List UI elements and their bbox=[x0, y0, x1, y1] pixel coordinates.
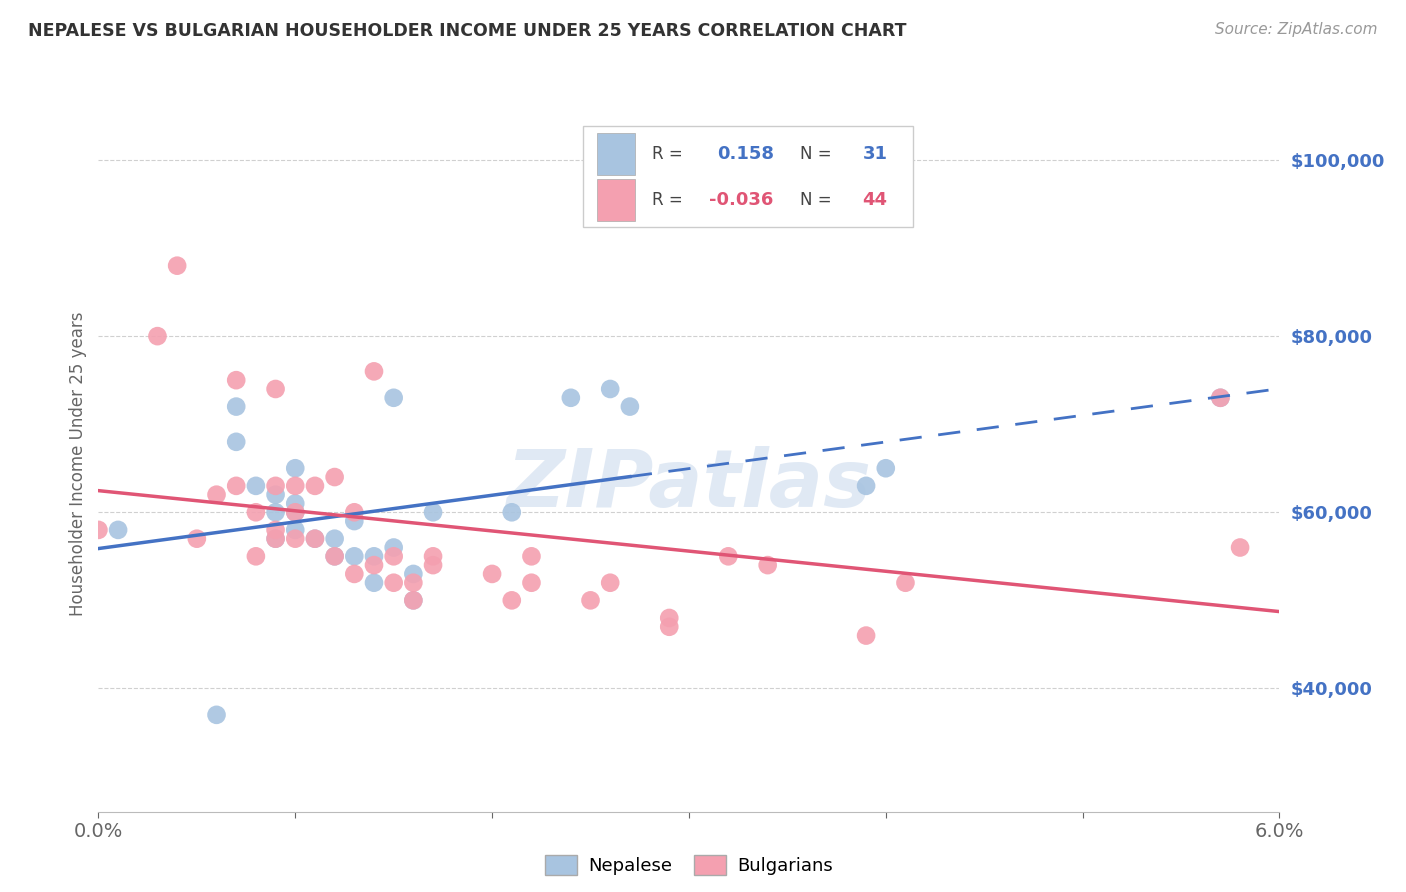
Point bbox=[245, 479, 267, 493]
Point bbox=[402, 593, 425, 607]
Point bbox=[501, 505, 523, 519]
Point bbox=[264, 532, 287, 546]
Point bbox=[284, 505, 307, 519]
Point bbox=[186, 532, 208, 546]
Text: NEPALESE VS BULGARIAN HOUSEHOLDER INCOME UNDER 25 YEARS CORRELATION CHART: NEPALESE VS BULGARIAN HOUSEHOLDER INCOME… bbox=[28, 22, 907, 40]
Point bbox=[225, 400, 247, 414]
Text: N =: N = bbox=[800, 191, 831, 209]
FancyBboxPatch shape bbox=[582, 127, 914, 227]
Point bbox=[363, 575, 385, 590]
Point bbox=[658, 611, 681, 625]
Text: N =: N = bbox=[800, 145, 831, 162]
Point bbox=[855, 629, 877, 643]
Point bbox=[520, 575, 543, 590]
Point bbox=[894, 575, 917, 590]
Point bbox=[146, 329, 169, 343]
Point bbox=[284, 532, 307, 546]
Point bbox=[284, 505, 307, 519]
Point bbox=[1209, 391, 1232, 405]
Point bbox=[560, 391, 582, 405]
Point bbox=[382, 575, 405, 590]
Point bbox=[717, 549, 740, 564]
Y-axis label: Householder Income Under 25 years: Householder Income Under 25 years bbox=[69, 311, 87, 616]
Point bbox=[205, 488, 228, 502]
Point bbox=[284, 496, 307, 510]
Point bbox=[304, 532, 326, 546]
Point bbox=[304, 532, 326, 546]
FancyBboxPatch shape bbox=[596, 133, 634, 175]
Point bbox=[323, 549, 346, 564]
Point bbox=[245, 549, 267, 564]
Point bbox=[343, 566, 366, 581]
Point bbox=[402, 566, 425, 581]
Point bbox=[501, 593, 523, 607]
Point bbox=[855, 479, 877, 493]
Text: 44: 44 bbox=[862, 191, 887, 209]
Text: 0.158: 0.158 bbox=[717, 145, 775, 162]
Point bbox=[264, 532, 287, 546]
Point bbox=[422, 558, 444, 573]
Text: R =: R = bbox=[652, 191, 683, 209]
Text: R =: R = bbox=[652, 145, 683, 162]
Point bbox=[343, 549, 366, 564]
Point bbox=[382, 549, 405, 564]
Point bbox=[402, 575, 425, 590]
Point bbox=[520, 549, 543, 564]
Point bbox=[599, 382, 621, 396]
Point bbox=[1229, 541, 1251, 555]
Point bbox=[619, 400, 641, 414]
Point bbox=[658, 620, 681, 634]
Text: 31: 31 bbox=[862, 145, 887, 162]
Point bbox=[579, 593, 602, 607]
Point bbox=[264, 505, 287, 519]
Point bbox=[264, 488, 287, 502]
Text: Source: ZipAtlas.com: Source: ZipAtlas.com bbox=[1215, 22, 1378, 37]
Point bbox=[284, 523, 307, 537]
Point bbox=[323, 549, 346, 564]
Point bbox=[875, 461, 897, 475]
Point bbox=[481, 566, 503, 581]
Point bbox=[205, 707, 228, 722]
Point bbox=[422, 549, 444, 564]
Point bbox=[166, 259, 188, 273]
Point bbox=[323, 532, 346, 546]
Point bbox=[225, 479, 247, 493]
Point bbox=[264, 479, 287, 493]
Point bbox=[264, 523, 287, 537]
Point bbox=[245, 505, 267, 519]
Point bbox=[422, 505, 444, 519]
Legend: Nepalese, Bulgarians: Nepalese, Bulgarians bbox=[537, 847, 841, 883]
FancyBboxPatch shape bbox=[596, 179, 634, 221]
Point bbox=[323, 470, 346, 484]
Point bbox=[225, 373, 247, 387]
Point bbox=[363, 558, 385, 573]
Point bbox=[1209, 391, 1232, 405]
Point bbox=[382, 391, 405, 405]
Point bbox=[599, 575, 621, 590]
Point bbox=[304, 479, 326, 493]
Text: -0.036: -0.036 bbox=[709, 191, 773, 209]
Point bbox=[382, 541, 405, 555]
Point bbox=[107, 523, 129, 537]
Text: ZIPatlas: ZIPatlas bbox=[506, 446, 872, 524]
Point bbox=[87, 523, 110, 537]
Point bbox=[264, 382, 287, 396]
Point bbox=[343, 505, 366, 519]
Point bbox=[756, 558, 779, 573]
Point bbox=[284, 461, 307, 475]
Point bbox=[343, 514, 366, 528]
Point bbox=[363, 549, 385, 564]
Point bbox=[284, 479, 307, 493]
Point bbox=[225, 434, 247, 449]
Point bbox=[402, 593, 425, 607]
Point bbox=[363, 364, 385, 378]
